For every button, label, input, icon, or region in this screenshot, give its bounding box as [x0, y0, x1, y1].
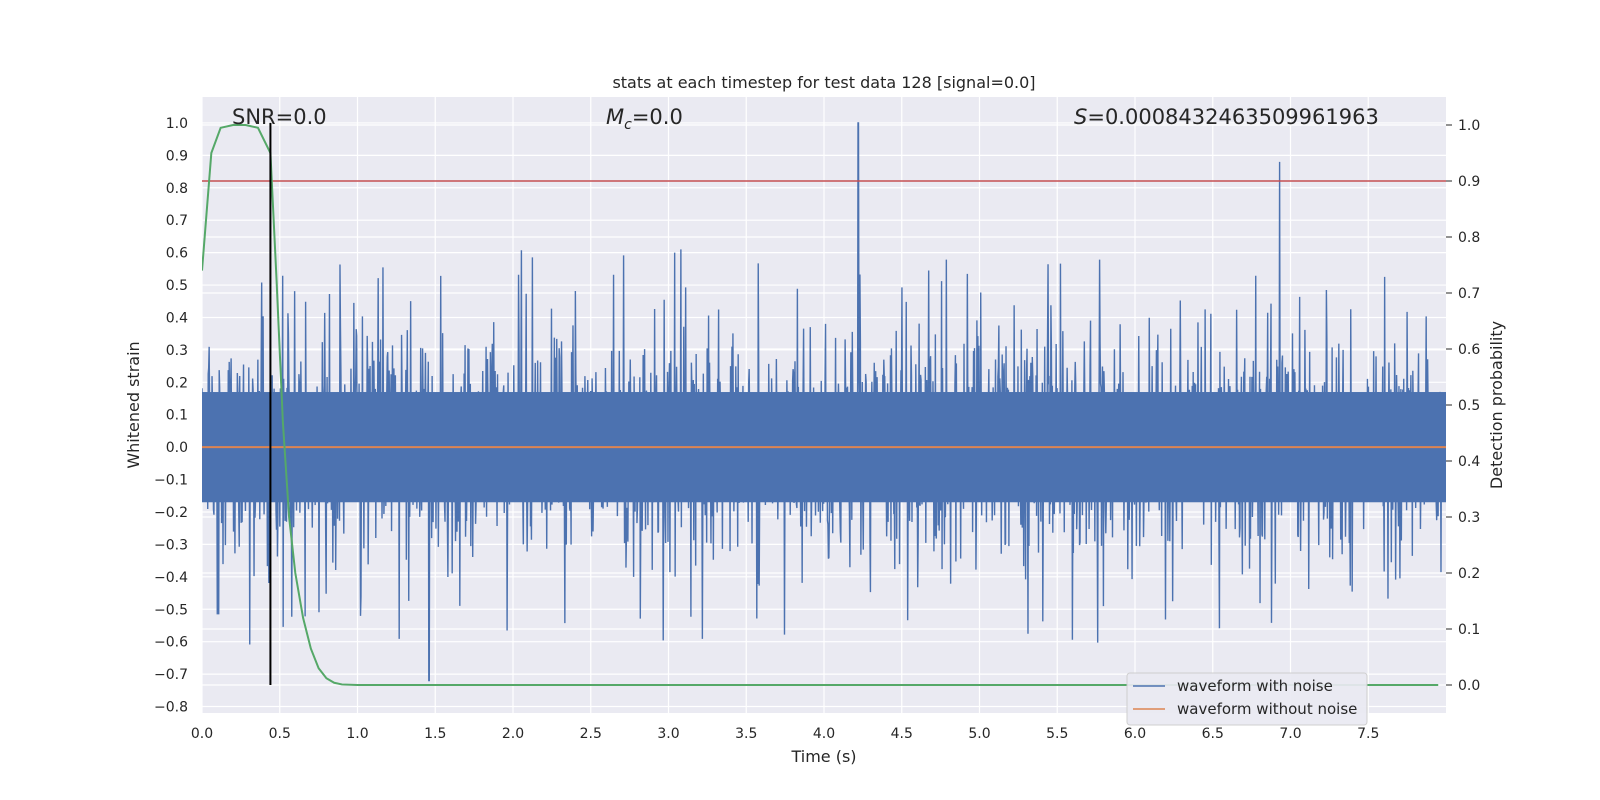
snr-annotation: SNR=0.0 — [232, 105, 327, 129]
y-left-tick-label: 0.9 — [166, 148, 188, 164]
x-tick-label: 1.0 — [346, 726, 368, 742]
y-left-tick-label: 0.7 — [166, 213, 188, 229]
legend-label-noisy: waveform with noise — [1177, 677, 1333, 695]
chart-title: stats at each timestep for test data 128… — [612, 73, 1035, 92]
mc-symbol: M — [606, 105, 624, 129]
y-right-tick-label: 0.7 — [1458, 286, 1480, 302]
x-tick-label: 0.5 — [269, 726, 291, 742]
x-tick-label: 4.0 — [813, 726, 835, 742]
y-left-ticks: 1.0 0.9 0.8 0.7 0.6 0.5 0.4 0.3 0.2 0.1 0.0 −0.1 −0.… — [154, 116, 188, 716]
s-annotation: S=0.0008432463509961963 — [1074, 105, 1379, 129]
y-left-tick-label: 0.5 — [166, 278, 188, 294]
y-right-ticks: 1.0 0.9 0.8 0.7 0.6 0.5 0.4 0.3 0.2 0.1 0.0 — [1446, 118, 1480, 694]
y-left-tick-label: −0.8 — [154, 700, 188, 716]
y-left-tick-label: 0.1 — [166, 408, 188, 424]
y-left-tick-label: −0.7 — [154, 667, 188, 683]
legend-label-clean: waveform without noise — [1177, 700, 1357, 718]
x-tick-label: 6.5 — [1202, 726, 1224, 742]
y-left-tick-label: 0.0 — [166, 440, 188, 456]
y-right-tick-label: 0.3 — [1458, 510, 1480, 526]
y-left-tick-label: −0.1 — [154, 473, 188, 489]
y-left-tick-label: −0.6 — [154, 635, 188, 651]
y-right-tick-label: 0.5 — [1458, 398, 1480, 414]
y-left-tick-label: 0.4 — [166, 310, 188, 326]
y-right-tick-label: 0.6 — [1458, 342, 1480, 358]
legend-box — [1126, 672, 1368, 726]
y-left-tick-label: 1.0 — [166, 116, 188, 132]
y-right-tick-label: 0.4 — [1458, 454, 1480, 470]
y-right-tick-label: 0.1 — [1458, 622, 1480, 638]
detection-probability-line — [202, 124, 1439, 686]
y-right-tick-label: 0.8 — [1458, 230, 1480, 246]
mc-annotation: Mc=0.0 — [606, 105, 683, 133]
y-right-axis-label: Detection probability — [1487, 321, 1506, 489]
x-tick-label: 4.5 — [891, 726, 913, 742]
x-tick-label: 2.0 — [502, 726, 524, 742]
y-left-tick-label: 0.8 — [166, 181, 188, 197]
y-left-axis-label: Whitened strain — [124, 341, 143, 468]
x-tick-label: 2.5 — [580, 726, 602, 742]
overlay-lines — [202, 122, 1446, 686]
plot-area — [202, 122, 1446, 686]
x-tick-label: 6.0 — [1124, 726, 1146, 742]
y-right-tick-label: 0.2 — [1458, 566, 1480, 582]
y-left-tick-label: −0.2 — [154, 505, 188, 521]
x-axis-label: Time (s) — [790, 747, 856, 766]
x-tick-label: 7.5 — [1357, 726, 1379, 742]
x-tick-label: 5.0 — [968, 726, 990, 742]
y-right-tick-label: 0.9 — [1458, 174, 1480, 190]
x-tick-label: 7.0 — [1279, 726, 1301, 742]
mc-subscript: c — [624, 117, 632, 133]
mc-value: =0.0 — [632, 105, 683, 129]
x-tick-label: 3.0 — [657, 726, 679, 742]
y-left-tick-label: −0.4 — [154, 570, 188, 586]
legend: waveform with noise waveform without noi… — [1126, 672, 1368, 726]
y-left-tick-label: −0.3 — [154, 537, 188, 553]
y-left-tick-label: −0.5 — [154, 602, 188, 618]
y-left-tick-label: 0.6 — [166, 246, 188, 262]
y-right-tick-label: 1.0 — [1458, 118, 1480, 134]
x-tick-label: 3.5 — [735, 726, 757, 742]
x-tick-label: 1.5 — [424, 726, 446, 742]
s-symbol: S — [1074, 105, 1087, 129]
y-left-tick-label: 0.3 — [166, 343, 188, 359]
y-left-tick-label: 0.2 — [166, 375, 188, 391]
x-axis-ticks: 0.0 0.5 1.0 1.5 2.0 2.5 3.0 3.5 4.0 4.5 5.0 5.5 6.0 6… — [191, 726, 1380, 742]
y-right-tick-label: 0.0 — [1458, 678, 1480, 694]
x-tick-label: 5.5 — [1046, 726, 1068, 742]
s-value: =0.0008432463509961963 — [1087, 105, 1379, 129]
x-tick-label: 0.0 — [191, 726, 213, 742]
